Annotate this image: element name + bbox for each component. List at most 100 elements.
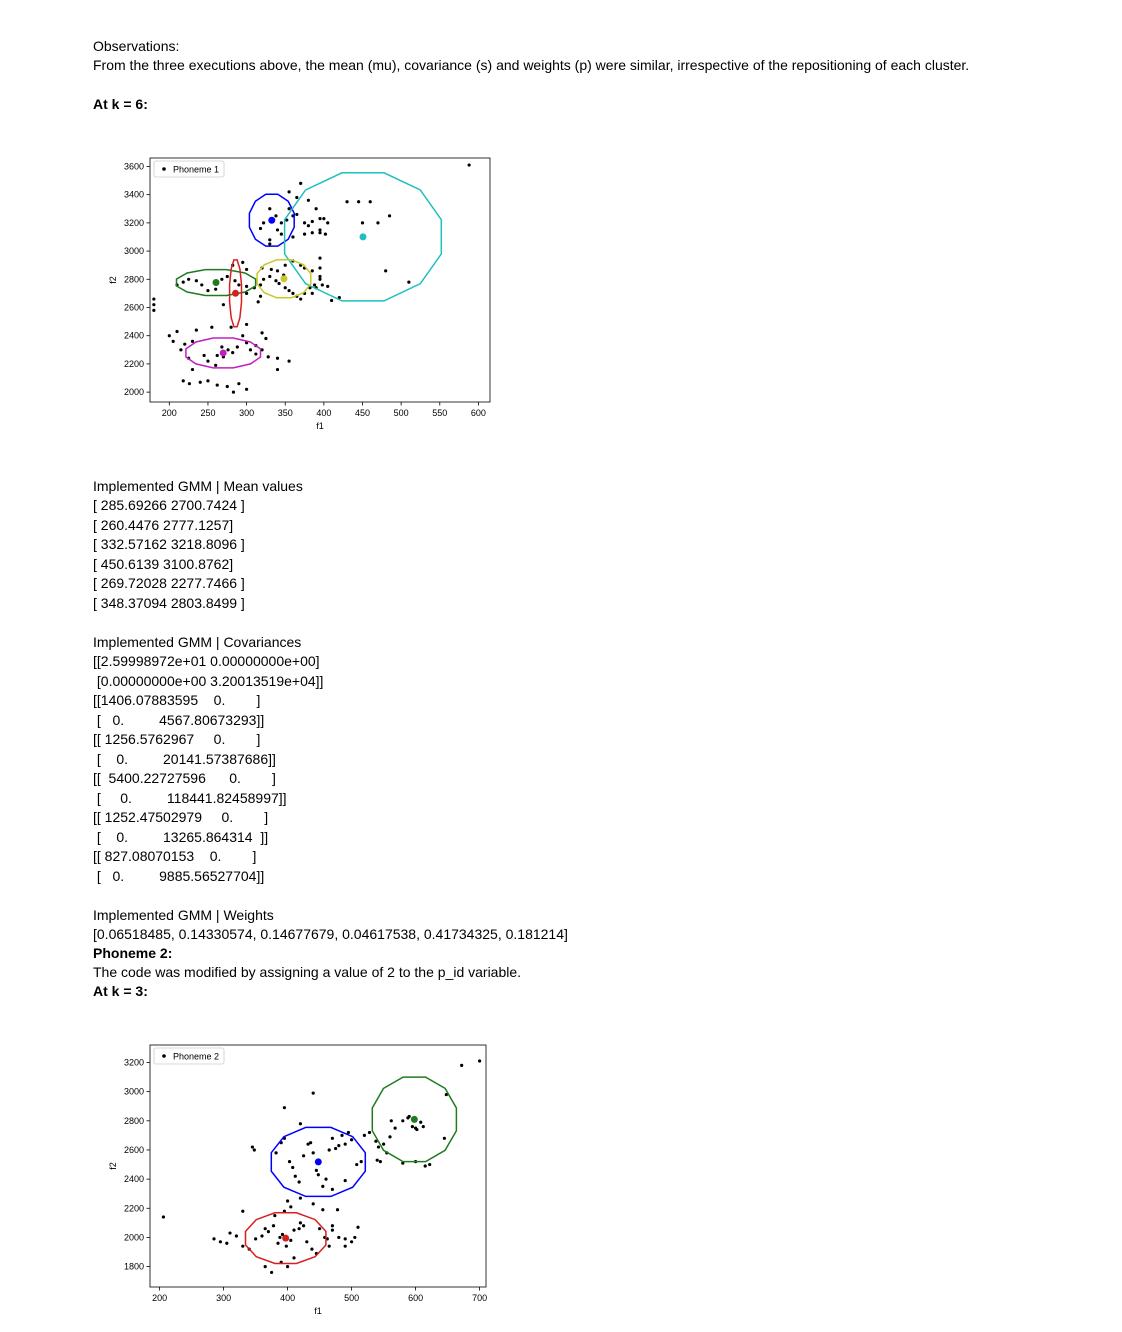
x-tick-label: 350 (278, 408, 293, 418)
gmm-mean-line: [ 260.4476 2777.1257] (93, 516, 234, 533)
data-point (389, 1119, 393, 1123)
plot-frame (149, 1044, 487, 1288)
gmm-mean-line: [ 269.72028 2277.7466 ] (93, 575, 245, 591)
data-point (218, 1240, 222, 1244)
data-point (302, 1224, 306, 1228)
data-point (318, 274, 322, 279)
data-point (423, 1164, 427, 1168)
data-point (273, 1213, 277, 1218)
y-axis-label: f2 (108, 276, 118, 284)
legend: Phoneme 1 (153, 160, 225, 178)
data-point (220, 345, 224, 349)
x-tick-label: 200 (162, 408, 177, 418)
data-point (171, 339, 175, 343)
x-tick-label: 450 (355, 408, 370, 418)
x-axis-label: f1 (316, 421, 324, 431)
data-point (382, 1142, 386, 1146)
data-point (261, 277, 266, 281)
data-point (244, 291, 249, 295)
y-axis-label: f2 (108, 1162, 118, 1170)
data-point (190, 367, 195, 372)
gmm-cov-line: [[ 1252.47502979 0. ] (93, 809, 269, 825)
data-point (478, 1059, 482, 1063)
data-point (235, 345, 239, 349)
data-point (256, 300, 260, 304)
phoneme2-text: The code was modified by assigning a val… (93, 964, 522, 980)
x-axis-label: f1 (314, 1306, 322, 1316)
gmm-mean-line: [ 332.57162 3218.8096 ] (93, 536, 245, 552)
data-point (312, 283, 317, 287)
data-point (310, 1247, 314, 1251)
data-point (306, 1142, 310, 1146)
data-point (321, 1208, 325, 1212)
gmm-cov-line: [[ 827.08070153 0. ] (93, 848, 257, 864)
legend-marker (162, 167, 166, 171)
data-point (310, 269, 314, 273)
data-point (234, 1234, 238, 1238)
x-tick-label: 600 (471, 408, 486, 418)
data-point (320, 283, 324, 287)
data-point (181, 280, 185, 284)
data-point (376, 221, 380, 225)
data-point (190, 339, 195, 343)
data-point (343, 1237, 347, 1241)
gmm-cov-line: [ 0. 13265.864314 ]] (93, 828, 269, 845)
data-point (292, 1228, 296, 1232)
y-tick-label: 2400 (124, 331, 144, 341)
data-point (375, 1158, 379, 1162)
data-point (321, 1184, 325, 1189)
data-point (248, 348, 253, 352)
data-point (295, 195, 299, 200)
data-point (368, 200, 372, 204)
gmm-cov-line: [ 0. 20141.57387686]] (93, 750, 276, 767)
data-point (299, 297, 303, 301)
data-point (291, 291, 295, 295)
data-point (206, 379, 210, 383)
data-point (306, 198, 311, 202)
gmm-covariances-block: Implemented GMM | Covariances [[2.5999897… (93, 613, 323, 906)
data-point (194, 279, 198, 283)
legend-label: Phoneme 1 (173, 165, 219, 175)
legend-box (153, 1047, 225, 1065)
data-point (302, 221, 307, 225)
data-point (318, 1227, 322, 1231)
data-point (252, 1148, 256, 1152)
x-tick-label: 500 (394, 408, 409, 418)
data-point (460, 1063, 464, 1068)
x-tick-label: 500 (344, 1293, 359, 1303)
data-point (289, 1205, 293, 1209)
data-point (254, 1237, 258, 1241)
gmm-means-block: Implemented GMM | Mean values [ 285.69266… (93, 457, 303, 633)
data-point (271, 1224, 276, 1228)
data-point (241, 260, 245, 264)
data-point (410, 1125, 414, 1129)
data-point (269, 267, 273, 272)
data-point (298, 1221, 302, 1225)
data-point (289, 1238, 293, 1242)
observations-text: From the three executions above, the mea… (93, 57, 970, 73)
data-point (287, 1160, 292, 1164)
y-tick-label: 3200 (124, 218, 144, 228)
data-point (280, 1232, 285, 1237)
cluster-mean-marker (268, 216, 276, 224)
data-point (350, 1138, 354, 1142)
data-point (187, 277, 191, 281)
data-point (330, 1224, 334, 1228)
gmm-cov-line: [ 0. 4567.80673293]] (93, 711, 265, 728)
data-point (359, 1160, 363, 1164)
data-point (357, 200, 361, 204)
data-point (214, 363, 218, 367)
k3-heading: At k = 3: (93, 983, 148, 999)
data-point (298, 1122, 302, 1126)
data-point (442, 1136, 446, 1140)
data-point (237, 283, 241, 287)
data-point (295, 212, 299, 217)
data-point (384, 269, 388, 273)
legend-label: Phoneme 2 (173, 1052, 219, 1062)
data-point (327, 1148, 331, 1152)
data-point (309, 1141, 313, 1145)
data-point (310, 219, 314, 224)
data-point (152, 297, 156, 301)
data-point (343, 1142, 347, 1146)
data-point (270, 1270, 274, 1275)
